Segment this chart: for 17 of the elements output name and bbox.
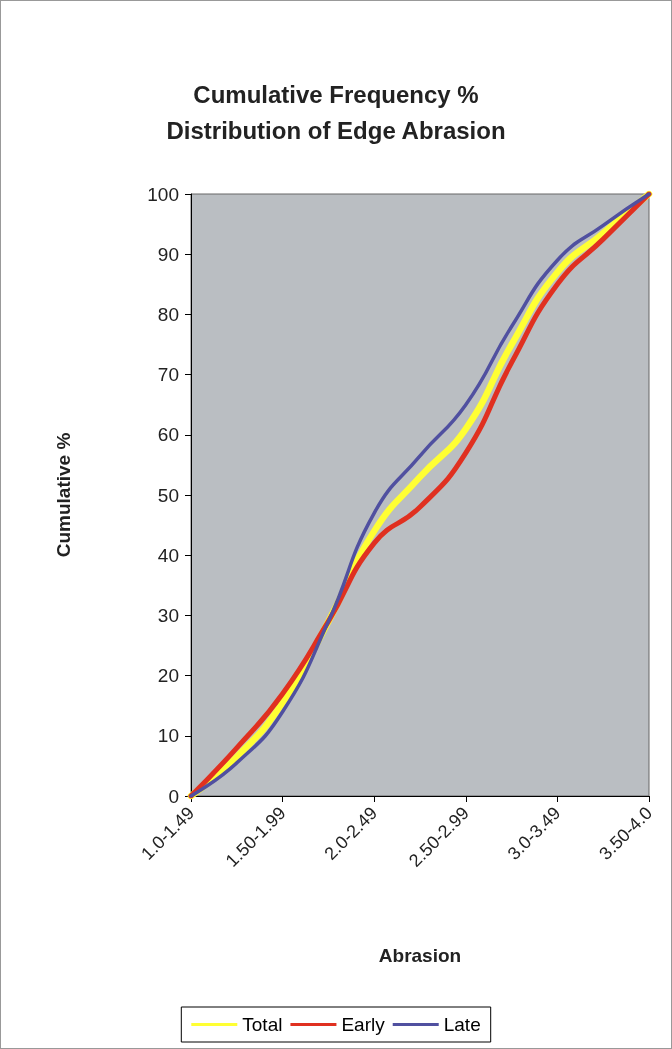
y-tick-label: 60 <box>157 424 179 446</box>
y-tick-label: 50 <box>157 484 179 506</box>
y-axis-title: Cumulative % <box>53 432 74 558</box>
y-tick-label: 40 <box>157 544 179 566</box>
y-tick-label: 10 <box>157 725 179 747</box>
y-tick-label: 20 <box>157 665 179 687</box>
y-tick-label: 70 <box>157 364 179 386</box>
y-tick-label: 100 <box>147 183 179 205</box>
y-tick-label: 90 <box>157 243 179 265</box>
y-tick-label: 0 <box>168 785 179 807</box>
y-tick-label: 80 <box>157 303 179 325</box>
x-axis-title: Abrasion <box>378 945 462 966</box>
legend-label: Late <box>443 1014 481 1035</box>
legend-label: Total <box>242 1014 283 1035</box>
legend-label: Early <box>341 1014 386 1035</box>
y-tick-label: 30 <box>157 604 179 626</box>
chart-title: Cumulative Frequency % Distribution of Edge Abrasion <box>166 80 506 144</box>
